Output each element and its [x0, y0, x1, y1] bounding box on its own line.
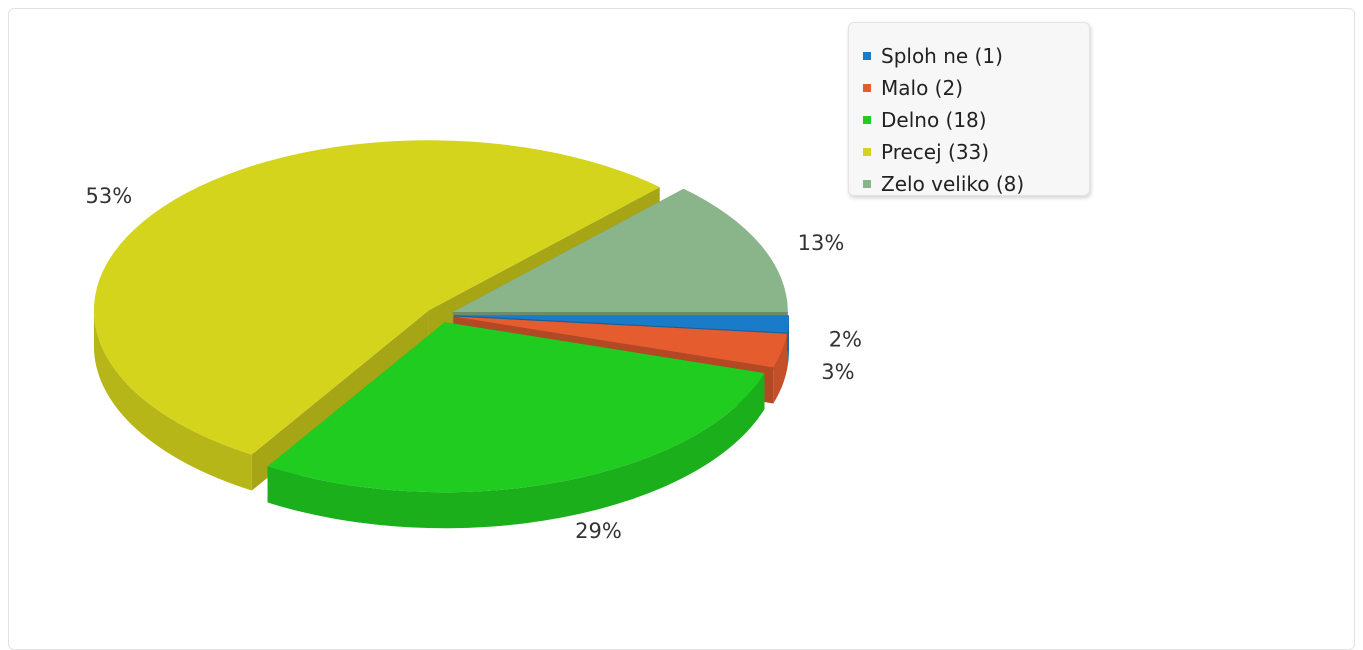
legend-label: Delno (18): [881, 108, 987, 132]
legend-swatch: [863, 52, 871, 60]
legend-swatch: [863, 116, 871, 124]
legend-item-precej[interactable]: Precej (33): [863, 139, 989, 165]
legend-item-malo[interactable]: Malo (2): [863, 75, 963, 101]
legend-swatch: [863, 84, 871, 92]
legend-swatch: [863, 180, 871, 188]
pie-tops: [93, 140, 789, 493]
pie-slice-side: [93, 310, 252, 491]
pie-slice-delno: [267, 322, 765, 493]
data-label: 2%: [829, 327, 862, 351]
legend-item-sploh-ne[interactable]: Sploh ne (1): [863, 43, 1003, 69]
data-label: 13%: [798, 231, 845, 255]
data-label: 53%: [86, 184, 133, 208]
legend-label: Sploh ne (1): [881, 44, 1003, 68]
legend-label: Precej (33): [881, 140, 990, 164]
pie-slice-precej: [93, 140, 660, 455]
legend-label: Malo (2): [881, 76, 963, 100]
legend-swatch: [863, 148, 871, 156]
pie-slice-side: [267, 373, 765, 529]
chart-legend: Sploh ne (1) Malo (2) Delno (18) Precej …: [848, 22, 1090, 196]
legend-label: Zelo veliko (8): [881, 172, 1025, 196]
legend-item-zelo-veliko[interactable]: Zelo veliko (8): [863, 171, 1024, 197]
pie-slice-malo: [453, 316, 787, 368]
data-label: 29%: [575, 519, 622, 543]
legend-item-delno[interactable]: Delno (18): [863, 107, 987, 133]
pie-slice-side: [773, 333, 787, 404]
pie-labels: 2% 3% 29% 53% 13%: [86, 184, 862, 543]
pie-slice-side: [787, 315, 789, 369]
data-label: 3%: [821, 360, 854, 384]
pie-slice-sploh-ne: [453, 315, 789, 333]
pie-slice-zelo-veliko: [452, 188, 788, 312]
pie-chart: 2% 3% 29% 53% 13%: [86, 140, 862, 543]
